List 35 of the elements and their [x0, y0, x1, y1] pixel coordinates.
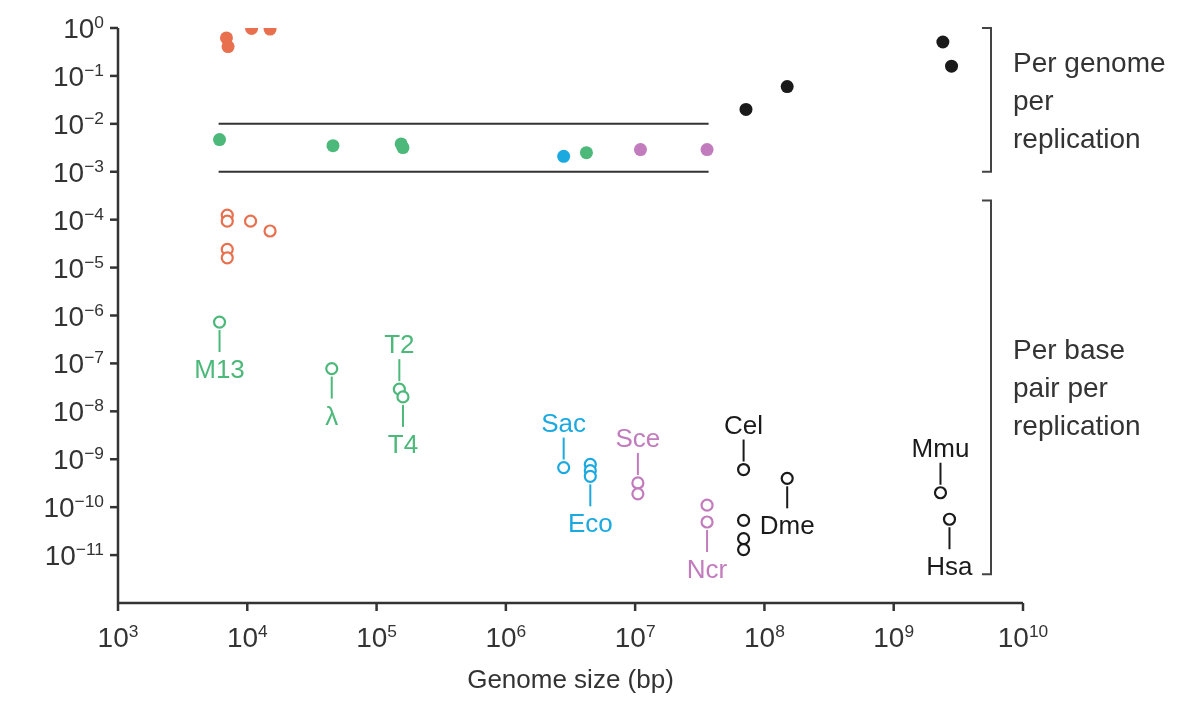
- annotation: Cel: [724, 409, 764, 440]
- annotation: Sac: [541, 407, 587, 438]
- y-tick-label: 10$^{−3}$: [53, 155, 104, 188]
- x-tick-label: 10$^{3}$: [97, 621, 139, 653]
- y-tick-label: 10$^{−1}$: [53, 59, 104, 92]
- y-tick-label: 10$^{0}$: [63, 12, 104, 44]
- y-tick-label: 10$^{−2}$: [53, 107, 104, 140]
- y-tick-label: 10$^{−11}$: [44, 539, 104, 572]
- annotation: Hsa: [926, 551, 974, 582]
- y-tick-label: 10$^{−6}$: [53, 299, 104, 332]
- annotation: Per base pair per replication: [1013, 334, 1141, 442]
- annotation: Dme: [759, 510, 815, 541]
- x-tick-label: 10$^{6}$: [485, 621, 527, 653]
- x-tick-label: 10$^{4}$: [226, 621, 269, 653]
- annotation: T2: [384, 329, 415, 360]
- x-tick-label: 10$^{7}$: [614, 621, 656, 653]
- annotation: Per genome per replication: [1013, 46, 1166, 154]
- y-tick-label: 10$^{−9}$: [53, 443, 104, 476]
- y-tick-label: 10$^{−5}$: [53, 251, 104, 284]
- x-axis-title: Genome size (bp): [467, 664, 674, 694]
- annotation: Eco: [567, 508, 613, 539]
- y-tick-label: 10$^{−10}$: [43, 491, 104, 524]
- y-tick-label: 10$^{−4}$: [53, 203, 105, 236]
- annotation: Sce: [615, 422, 661, 453]
- annotation: T4: [387, 428, 419, 459]
- annotation: Ncr: [686, 554, 728, 585]
- annotation: Mmu: [911, 432, 970, 463]
- y-tick-label: 10$^{−8}$: [53, 395, 104, 428]
- x-tick-label: 10$^{8}$: [744, 621, 785, 653]
- annotation: M13: [194, 354, 245, 385]
- x-tick-label: 10$^{5}$: [356, 621, 397, 653]
- x-tick-label: 10$^{9}$: [873, 621, 915, 653]
- x-tick-label: 10$^{10}$: [997, 621, 1049, 653]
- y-tick-label: 10$^{−7}$: [53, 347, 104, 380]
- annotation: λ: [325, 400, 339, 431]
